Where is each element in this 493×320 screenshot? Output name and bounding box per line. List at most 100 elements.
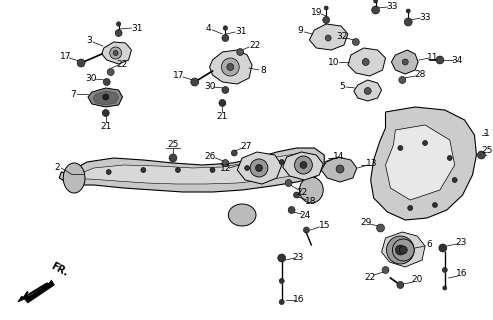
PathPatch shape: [59, 148, 324, 192]
Text: 12: 12: [220, 164, 231, 172]
Text: 3: 3: [86, 36, 92, 44]
Circle shape: [279, 159, 284, 164]
Text: 19: 19: [311, 7, 322, 17]
Circle shape: [398, 146, 403, 150]
Text: 22: 22: [116, 60, 127, 68]
Text: 33: 33: [419, 12, 431, 21]
Text: 31: 31: [236, 27, 247, 36]
Text: 22: 22: [249, 41, 261, 50]
PathPatch shape: [321, 157, 357, 182]
Text: 33: 33: [387, 2, 398, 11]
Circle shape: [387, 236, 414, 264]
Circle shape: [323, 17, 330, 23]
Circle shape: [406, 9, 410, 13]
PathPatch shape: [210, 50, 252, 84]
Circle shape: [382, 267, 389, 274]
Text: 17: 17: [173, 70, 185, 79]
Text: 9: 9: [298, 26, 303, 35]
Circle shape: [110, 47, 122, 59]
PathPatch shape: [71, 153, 315, 184]
PathPatch shape: [93, 91, 119, 105]
Text: 2: 2: [55, 163, 60, 172]
Text: 25: 25: [482, 146, 493, 155]
Circle shape: [392, 239, 414, 261]
Text: 27: 27: [241, 141, 252, 150]
Circle shape: [324, 6, 328, 10]
Circle shape: [294, 156, 313, 174]
Circle shape: [222, 35, 229, 42]
Circle shape: [397, 282, 404, 289]
Text: 23: 23: [455, 237, 466, 246]
PathPatch shape: [102, 42, 132, 64]
Circle shape: [452, 178, 457, 182]
Circle shape: [377, 224, 385, 232]
PathPatch shape: [354, 80, 382, 101]
PathPatch shape: [382, 232, 425, 267]
Text: 15: 15: [318, 220, 330, 229]
Circle shape: [219, 100, 226, 107]
Circle shape: [221, 58, 239, 76]
Circle shape: [436, 56, 444, 64]
Text: 23: 23: [293, 252, 304, 261]
Text: 21: 21: [100, 122, 111, 131]
Circle shape: [115, 29, 122, 36]
Text: 32: 32: [336, 31, 348, 41]
Circle shape: [477, 151, 485, 159]
Circle shape: [169, 154, 177, 162]
Ellipse shape: [63, 163, 85, 193]
Text: FR.: FR.: [49, 261, 70, 278]
Circle shape: [408, 205, 413, 211]
Text: 28: 28: [415, 69, 426, 78]
Circle shape: [325, 35, 331, 41]
Text: 13: 13: [366, 158, 378, 167]
Text: 4: 4: [206, 23, 211, 33]
Text: 16: 16: [456, 269, 467, 278]
Circle shape: [106, 170, 111, 174]
Circle shape: [279, 300, 284, 305]
Text: 26: 26: [205, 151, 216, 161]
Circle shape: [364, 87, 371, 94]
Text: 16: 16: [293, 295, 304, 305]
Circle shape: [439, 244, 447, 252]
Text: 21: 21: [217, 111, 228, 121]
Text: 8: 8: [260, 66, 266, 75]
PathPatch shape: [237, 152, 282, 184]
Circle shape: [103, 109, 109, 116]
Circle shape: [227, 63, 234, 70]
Circle shape: [141, 167, 146, 172]
Circle shape: [210, 167, 215, 172]
Circle shape: [104, 78, 110, 85]
Circle shape: [447, 156, 452, 161]
Circle shape: [432, 203, 437, 207]
Circle shape: [372, 6, 380, 14]
Text: 30: 30: [204, 82, 215, 91]
PathPatch shape: [310, 24, 348, 50]
Ellipse shape: [228, 204, 256, 226]
Circle shape: [255, 164, 262, 172]
PathPatch shape: [386, 125, 455, 200]
PathPatch shape: [348, 48, 386, 76]
PathPatch shape: [18, 280, 54, 303]
Circle shape: [336, 165, 344, 173]
Text: 22: 22: [297, 188, 308, 196]
Circle shape: [250, 159, 268, 177]
Circle shape: [176, 167, 180, 172]
Circle shape: [231, 150, 237, 156]
Circle shape: [113, 51, 118, 55]
Circle shape: [222, 159, 229, 166]
Circle shape: [279, 278, 284, 284]
Circle shape: [399, 76, 406, 84]
Circle shape: [443, 286, 447, 290]
Text: 34: 34: [451, 55, 462, 65]
Circle shape: [191, 78, 199, 86]
Circle shape: [116, 22, 121, 26]
Circle shape: [77, 59, 85, 67]
Circle shape: [222, 86, 229, 93]
Text: 10: 10: [328, 58, 340, 67]
Circle shape: [245, 165, 249, 171]
Circle shape: [442, 268, 447, 273]
Circle shape: [107, 68, 114, 76]
Circle shape: [404, 18, 412, 26]
Text: 1: 1: [485, 129, 490, 138]
Text: 29: 29: [360, 218, 371, 227]
